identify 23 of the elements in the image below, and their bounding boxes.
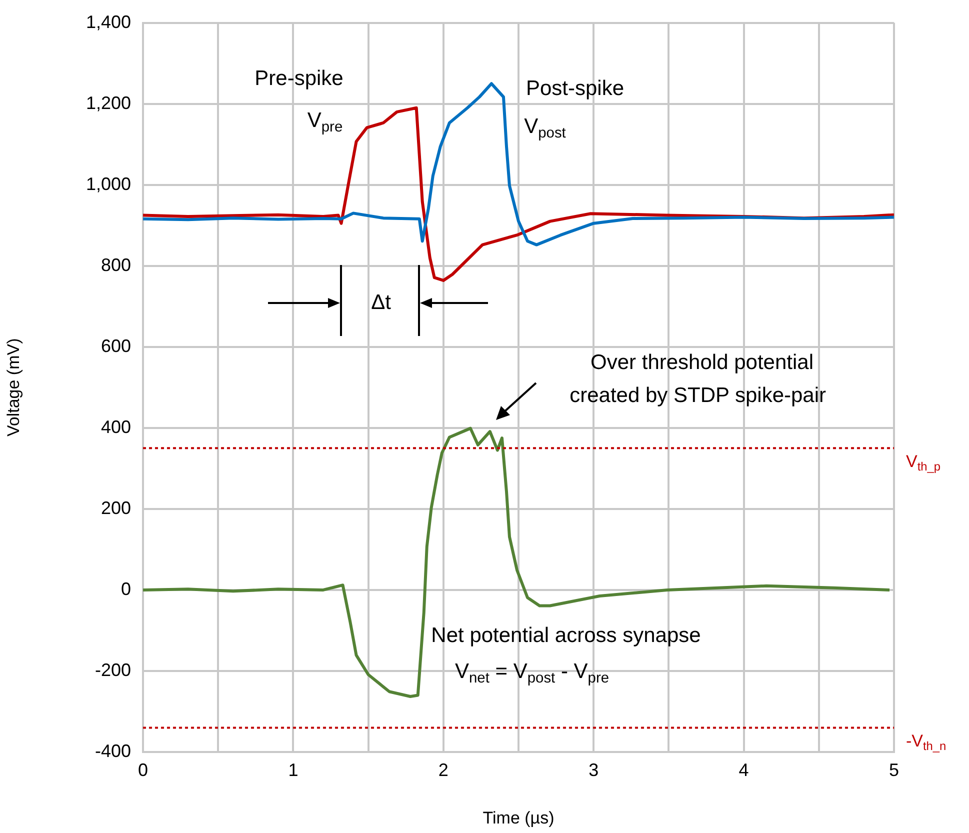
annotation: Post-spike <box>526 76 624 100</box>
y-tick-label: 1,000 <box>86 174 131 194</box>
annotation: created by STDP spike-pair <box>570 384 826 407</box>
y-tick-label: 200 <box>100 498 131 518</box>
y-tick-label: 1,400 <box>86 12 131 32</box>
y-tick-label: 0 <box>120 578 131 599</box>
x-tick-label: 3 <box>588 760 599 780</box>
y-tick-label: 400 <box>100 416 131 437</box>
x-axis-title: Time (µs) <box>482 808 554 828</box>
y-tick-label: -200 <box>94 660 131 680</box>
y-tick-label: -400 <box>94 740 131 761</box>
y-tick-label: 800 <box>100 254 131 275</box>
x-tick-label: 4 <box>738 760 749 780</box>
x-tick-label: 5 <box>888 760 900 780</box>
annotation: Pre-spike <box>254 66 344 90</box>
x-tick-label: 1 <box>288 760 298 780</box>
y-tick-label: 600 <box>100 336 131 356</box>
annotation: Net potential across synapse <box>431 624 701 647</box>
y-axis-title: Voltage (mV) <box>4 338 23 437</box>
annotation: Over threshold potential <box>590 350 814 374</box>
y-tick-label: 1,200 <box>86 92 131 113</box>
x-tick-label: 2 <box>438 760 448 780</box>
x-tick-label: 0 <box>138 760 148 780</box>
